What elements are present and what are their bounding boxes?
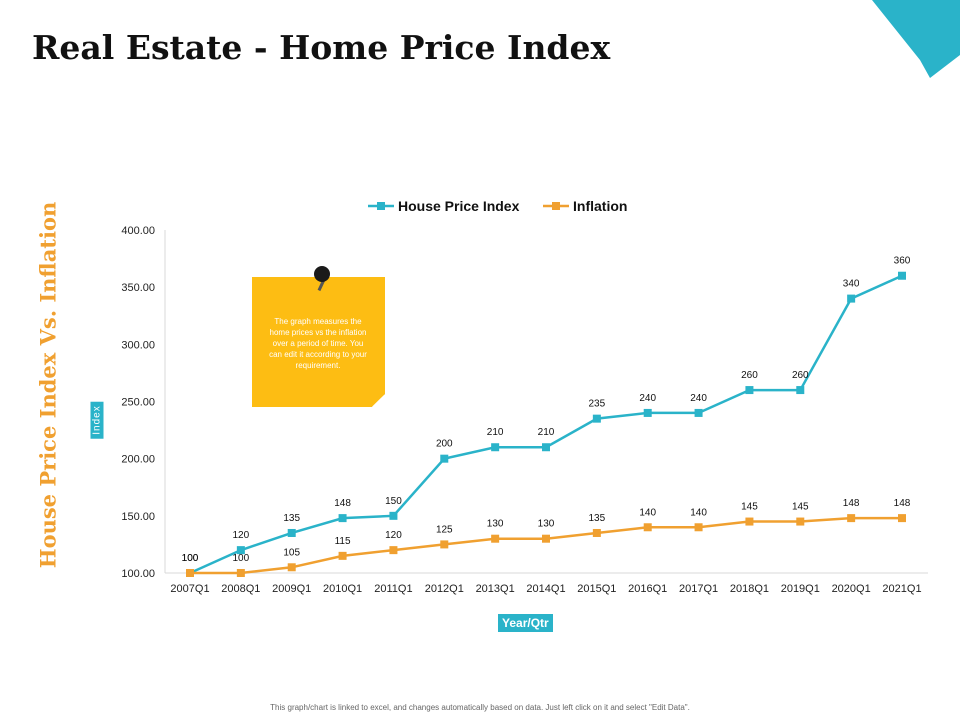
x-tick-label: 2012Q1 <box>425 583 464 595</box>
footnote: This graph/chart is linked to excel, and… <box>270 703 690 712</box>
x-tick-label: 2016Q1 <box>628 583 667 595</box>
data-label: 260 <box>741 370 758 381</box>
data-label: 148 <box>334 498 351 509</box>
x-tick-label: 2007Q1 <box>170 583 209 595</box>
legend-label: Inflation <box>573 198 627 214</box>
data-label: 100 <box>233 553 250 564</box>
data-label: 140 <box>690 507 707 518</box>
x-axis-badge: Year/Qtr <box>498 614 553 632</box>
page-title: Real Estate - Home Price Index <box>32 28 611 67</box>
data-point <box>236 569 245 577</box>
data-label: 148 <box>843 498 860 509</box>
data-point <box>491 534 500 543</box>
data-label: 210 <box>538 427 555 438</box>
x-tick-label: 2013Q1 <box>476 583 515 595</box>
x-tick-label: 2017Q1 <box>679 583 718 595</box>
data-label: 240 <box>639 393 656 404</box>
x-tick-label: 2009Q1 <box>272 583 311 595</box>
legend-marker <box>552 202 560 210</box>
data-label: 100 <box>182 553 199 564</box>
data-label: 120 <box>385 530 402 541</box>
y-tick-label: 200.00 <box>121 454 155 466</box>
data-label: 115 <box>335 536 351 547</box>
pushpin-icon <box>314 266 330 282</box>
legend-marker <box>377 202 385 210</box>
data-point <box>796 386 805 395</box>
x-tick-label: 2011Q1 <box>374 583 412 595</box>
chart-data-labels: 100 120 135 148 150 200 210 210 235 240 240 260 260 3… <box>182 256 911 564</box>
data-label: 130 <box>538 519 555 530</box>
data-label: 145 <box>741 502 758 513</box>
data-label: 130 <box>487 519 504 530</box>
data-label: 148 <box>894 498 911 509</box>
chart-legend: House Price Index Inflation <box>368 198 627 214</box>
x-tick-label: 2021Q1 <box>882 583 921 595</box>
data-point <box>236 546 245 555</box>
data-point <box>592 528 601 537</box>
chart-series <box>186 271 906 577</box>
data-point <box>338 514 347 523</box>
data-point <box>847 514 856 523</box>
x-tick-label: 2010Q1 <box>323 583 362 595</box>
data-label: 100 <box>182 553 199 564</box>
y-tick-label: 350.00 <box>121 282 155 294</box>
sticky-note <box>252 277 385 407</box>
data-label: 120 <box>233 530 250 541</box>
data-point <box>694 523 703 532</box>
data-point <box>389 546 398 555</box>
data-label: 145 <box>792 502 809 513</box>
y-tick-label: 300.00 <box>121 339 155 351</box>
data-point <box>694 408 703 417</box>
data-label: 235 <box>589 399 606 410</box>
y-tick-label: 100.00 <box>121 568 155 580</box>
data-point <box>898 271 906 280</box>
y-tick-label: 250.00 <box>121 397 155 409</box>
y-tick-label: 400.00 <box>121 225 155 237</box>
data-point <box>491 443 500 452</box>
data-point <box>745 517 754 526</box>
corner-decoration <box>872 0 960 78</box>
data-point <box>745 386 754 395</box>
sticky-note-text: The graph measures the home prices vs th… <box>269 317 367 370</box>
data-point <box>592 414 601 423</box>
data-label: 135 <box>589 513 606 524</box>
x-tick-label: 2020Q1 <box>832 583 871 595</box>
data-label: 210 <box>487 427 504 438</box>
x-tick-label: 2018Q1 <box>730 583 769 595</box>
data-point <box>186 569 194 577</box>
data-label: 200 <box>436 439 453 450</box>
data-point <box>389 511 398 520</box>
data-label: 135 <box>283 513 300 524</box>
x-tick-label: 2014Q1 <box>526 583 565 595</box>
data-label: 150 <box>385 496 402 507</box>
data-point <box>542 534 550 543</box>
data-label: 125 <box>436 524 453 535</box>
data-point <box>643 408 652 417</box>
x-tick-label: 2015Q1 <box>577 583 616 595</box>
data-point <box>287 528 296 537</box>
chart-axes: 100.00 150.00 200.00 250.00 300.00 350.00 400.… <box>121 225 928 595</box>
data-point <box>542 443 550 452</box>
data-label: 360 <box>894 256 911 267</box>
data-point <box>796 517 805 526</box>
x-tick-label: 2019Q1 <box>781 583 820 595</box>
legend-label: House Price Index <box>398 198 520 214</box>
data-point <box>440 454 449 463</box>
data-label: 340 <box>843 279 860 290</box>
data-label: 140 <box>639 507 656 518</box>
data-point <box>338 551 347 560</box>
x-tick-label: 2008Q1 <box>221 583 260 595</box>
y-tick-label: 150.00 <box>121 511 155 523</box>
data-point <box>643 523 652 532</box>
data-label: 105 <box>283 547 300 558</box>
data-label: 260 <box>792 370 809 381</box>
data-label: 240 <box>690 393 707 404</box>
data-point <box>287 563 296 572</box>
data-point <box>440 540 449 549</box>
data-point <box>847 294 856 303</box>
data-point <box>898 514 906 523</box>
